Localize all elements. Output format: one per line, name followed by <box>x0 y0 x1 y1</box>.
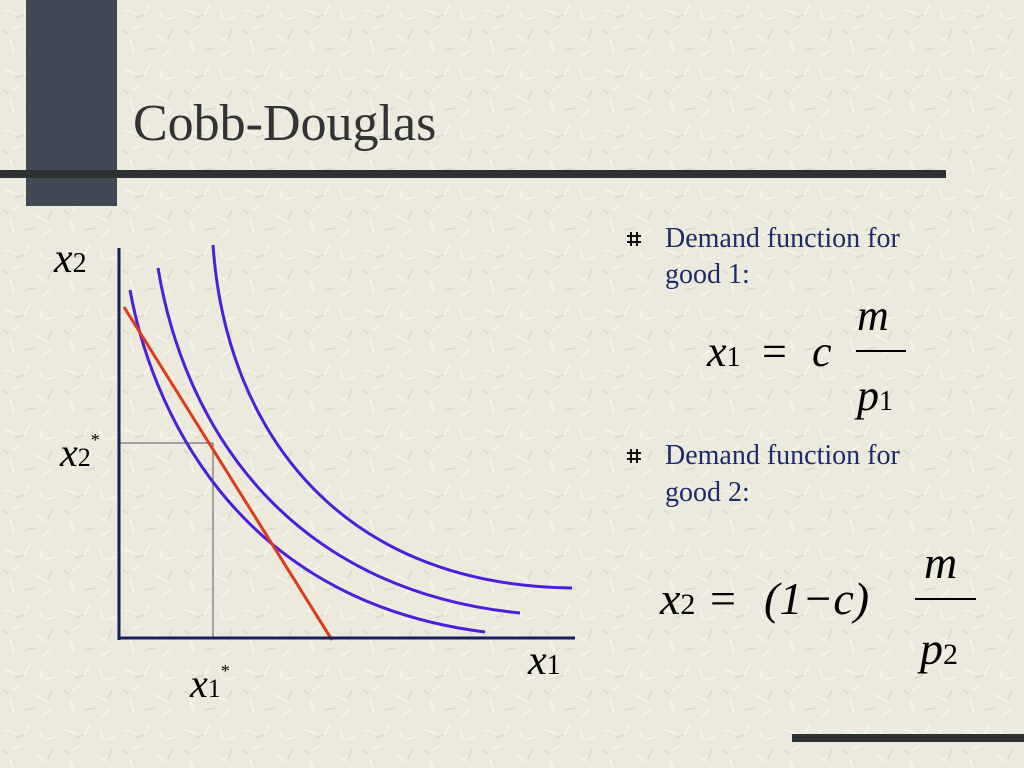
title-rule <box>0 170 946 178</box>
optimum-y-label: x2* <box>59 430 100 475</box>
budget-line <box>122 306 334 641</box>
bullet <box>627 232 641 246</box>
equation-denominator: p1 <box>854 371 893 420</box>
equation-denominator: p2 <box>917 623 958 674</box>
equation-lhs: x2 <box>659 573 695 624</box>
equation-factor: (1−c) <box>764 573 869 624</box>
diagram: x2 x1 x2* x1* <box>53 236 575 706</box>
bullet-text: good 2: <box>665 477 750 508</box>
x-axis-label: x1 <box>527 638 561 684</box>
equation-numerator: m <box>857 291 889 340</box>
bullet-text: Demand function for <box>665 440 900 471</box>
equation-lhs: x1 <box>706 327 741 376</box>
bullet-text: Demand function for <box>665 223 900 254</box>
equation-numerator: m <box>924 537 957 588</box>
equation-relation: = <box>710 573 736 624</box>
title: Cobb-Douglas <box>133 95 436 152</box>
footer-rule <box>792 734 1024 742</box>
equation-factor: c <box>812 327 832 376</box>
indifference-curve <box>211 244 573 590</box>
equation-relation: = <box>762 327 787 376</box>
indifference-curve <box>128 289 486 634</box>
optimum-x-label: x1* <box>189 661 230 706</box>
bullet <box>627 449 641 463</box>
bullet-text: good 1: <box>665 259 750 290</box>
y-axis-label: x2 <box>53 236 87 282</box>
indifference-curve <box>156 267 521 615</box>
